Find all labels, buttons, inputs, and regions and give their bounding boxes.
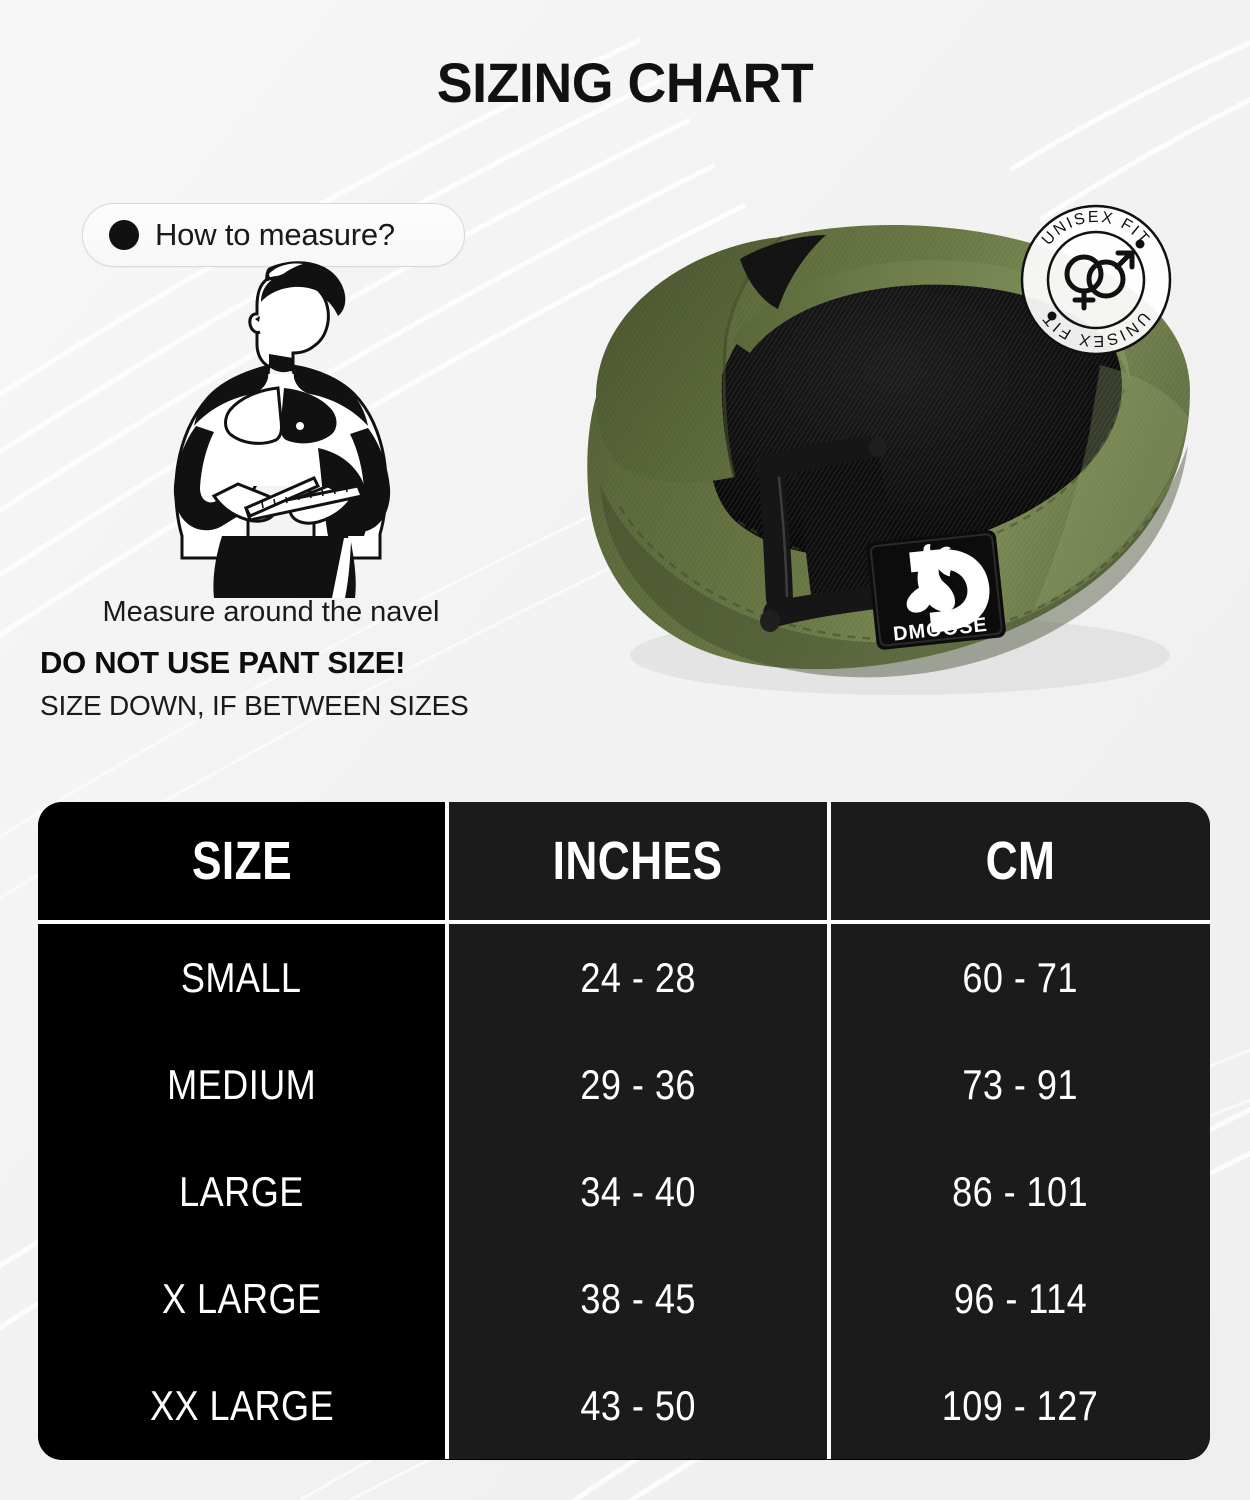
table-header-size: SIZE — [38, 802, 446, 920]
page-title: SIZING CHART — [436, 51, 814, 114]
table-header-row: SIZE INCHES CM — [38, 802, 1210, 920]
male-female-gender-symbol-icon — [1064, 250, 1135, 311]
man-measuring-waist-illustration — [173, 261, 391, 598]
cell-cm: 86 - 101 — [830, 1138, 1210, 1245]
cell-size: LARGE — [38, 1138, 446, 1245]
sizing-table: SIZE INCHES CM SMALL 24 - 28 60 - 71 — [38, 802, 1210, 1460]
size-down-note: SIZE DOWN, IF BETWEEN SIZES — [40, 690, 469, 721]
cell-size-value: X LARGE — [161, 1274, 322, 1322]
column-divider — [826, 924, 831, 1031]
cell-cm: 60 - 71 — [830, 924, 1210, 1031]
cell-cm-value: 96 - 114 — [953, 1274, 1087, 1322]
column-divider — [826, 1138, 831, 1245]
cell-inches-value: 38 - 45 — [580, 1274, 696, 1322]
dmoose-logo-patch: DMOOSE — [866, 530, 1006, 650]
measure-around-navel-caption: Measure around the navel — [102, 596, 440, 628]
cell-inches: 29 - 36 — [449, 1031, 827, 1138]
cell-inches: 24 - 28 — [449, 924, 827, 1031]
table-row: SMALL 24 - 28 60 - 71 — [38, 924, 1210, 1031]
cell-inches: 43 - 50 — [449, 1352, 827, 1459]
column-divider — [445, 1352, 450, 1459]
how-to-measure-badge: How to measure? — [82, 203, 465, 267]
belt-buckle-icon — [757, 436, 892, 632]
cell-inches-value: 34 - 40 — [580, 1167, 696, 1215]
header-divider — [38, 920, 1210, 924]
column-divider — [826, 1031, 831, 1138]
do-not-use-pant-size-warning: DO NOT USE PANT SIZE! — [40, 645, 406, 680]
cell-cm-value: 60 - 71 — [962, 953, 1079, 1001]
cell-size-value: MEDIUM — [167, 1060, 317, 1108]
table-row: LARGE 34 - 40 86 - 101 — [38, 1138, 1210, 1245]
cell-inches: 38 - 45 — [449, 1245, 827, 1352]
cell-size-value: XX LARGE — [149, 1381, 334, 1429]
column-divider — [826, 1245, 831, 1352]
cell-cm: 73 - 91 — [830, 1031, 1210, 1138]
unisex-fit-badge: UNISEX FIT UNISEX FIT — [1020, 204, 1172, 356]
cell-cm: 96 - 114 — [830, 1245, 1210, 1352]
column-divider — [445, 1031, 450, 1138]
cell-inches-value: 29 - 36 — [580, 1060, 696, 1108]
filled-circle-icon — [109, 220, 139, 250]
cell-cm: 109 - 127 — [830, 1352, 1210, 1459]
cell-size: SMALL — [38, 924, 446, 1031]
table-header-inches: INCHES — [449, 802, 827, 920]
cell-inches-value: 43 - 50 — [580, 1381, 696, 1429]
weightlifting-belt-image: DMOOSE — [587, 225, 1190, 695]
table-row: MEDIUM 29 - 36 73 - 91 — [38, 1031, 1210, 1138]
table-header-cm: CM — [830, 802, 1210, 920]
belt-body — [587, 225, 1190, 678]
cell-size: X LARGE — [38, 1245, 446, 1352]
column-divider — [445, 802, 450, 920]
cell-size: MEDIUM — [38, 1031, 446, 1138]
cell-size: XX LARGE — [38, 1352, 446, 1459]
cell-cm-value: 73 - 91 — [962, 1060, 1079, 1108]
table-row: XX LARGE 43 - 50 109 - 127 — [38, 1352, 1210, 1459]
column-divider — [445, 924, 450, 1031]
table-header-inches-label: INCHES — [553, 831, 723, 891]
table-header-size-label: SIZE — [191, 831, 292, 891]
cell-cm-value: 86 - 101 — [952, 1167, 1089, 1215]
table-row: X LARGE 38 - 45 96 - 114 — [38, 1245, 1210, 1352]
cell-size-value: SMALL — [181, 953, 302, 1001]
cell-inches: 34 - 40 — [449, 1138, 827, 1245]
cell-size-value: LARGE — [179, 1167, 304, 1215]
column-divider — [826, 802, 831, 920]
how-to-measure-label: How to measure? — [155, 217, 395, 252]
cell-cm-value: 109 - 127 — [942, 1381, 1099, 1429]
column-divider — [826, 1352, 831, 1459]
table-header-cm-label: CM — [985, 831, 1056, 891]
cell-inches-value: 24 - 28 — [580, 953, 696, 1001]
column-divider — [445, 1138, 450, 1245]
column-divider — [445, 1245, 450, 1352]
